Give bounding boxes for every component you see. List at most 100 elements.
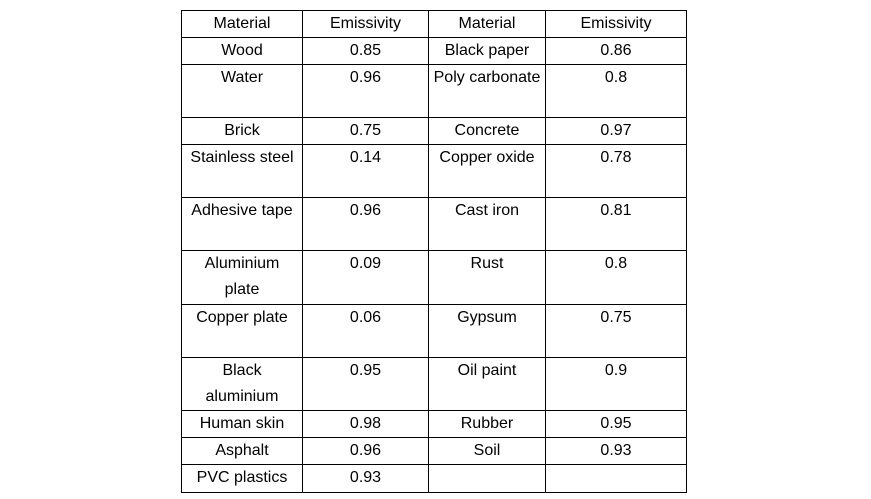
material-cell: Water [181, 64, 303, 118]
cell-text: 0.96 [349, 202, 382, 219]
header-material-right: Material [428, 10, 546, 38]
table-body: Wood 0.85 Black paper 0.86 Water 0.96 Poly car… [181, 37, 687, 493]
emissivity-cell: 0.96 [302, 437, 429, 465]
emissivity-table: Material Emissivity Material Emissivity … [181, 10, 687, 493]
emissivity-cell: 0.81 [545, 197, 687, 251]
header-label: Material [213, 15, 271, 32]
header-label: Emissivity [580, 15, 652, 32]
table-header: Material Emissivity Material Emissivity [181, 10, 687, 38]
table-row: Stainless steel 0.14 Copper oxide 0.78 [181, 144, 687, 198]
header-material-left: Material [181, 10, 303, 38]
cell-text: PVC plastics [196, 469, 288, 486]
cell-text: Oil paint [457, 362, 517, 379]
emissivity-cell: 0.93 [302, 464, 429, 493]
emissivity-cell: 0.09 [302, 250, 429, 305]
cell-text: Copper plate [196, 309, 288, 326]
cell-text: 0.93 [349, 469, 382, 486]
cell-text: Copper oxide [439, 149, 535, 166]
material-cell: Cast iron [428, 197, 546, 251]
table-row: Adhesive tape 0.96 Cast iron 0.81 [181, 197, 687, 251]
emissivity-cell: 0.14 [302, 144, 429, 198]
cell-text: Stainless steel [190, 149, 294, 166]
cell-text: Soil [473, 442, 501, 459]
cell-text: 0.86 [600, 42, 632, 59]
emissivity-cell: 0.95 [545, 410, 687, 438]
table-row: Water 0.96 Poly carbonate 0.8 [181, 64, 687, 118]
cell-text: 0.9 [604, 362, 628, 379]
material-cell: Brick [181, 117, 303, 145]
material-cell: Wood [181, 37, 303, 65]
material-cell: Gypsum [428, 304, 546, 358]
table-row: Aluminium plate 0.09 Rust 0.8 [181, 250, 687, 305]
emissivity-cell: 0.96 [302, 197, 429, 251]
material-cell: Rubber [428, 410, 546, 438]
emissivity-cell: 0.75 [545, 304, 687, 358]
cell-text: 0.93 [600, 442, 632, 459]
material-cell: Adhesive tape [181, 197, 303, 251]
cell-text: Poly carbonate [433, 69, 541, 86]
cell-text: 0.14 [349, 149, 382, 166]
emissivity-cell: 0.85 [302, 37, 429, 65]
emissivity-cell: 0.8 [545, 250, 687, 305]
cell-text: Black paper [444, 42, 530, 59]
cell-text: Cast iron [454, 202, 520, 219]
cell-text: 0.96 [349, 442, 382, 459]
cell-text: Wood [221, 42, 263, 59]
material-cell: Oil paint [428, 357, 546, 411]
emissivity-cell: 0.95 [302, 357, 429, 411]
cell-text: 0.85 [349, 42, 382, 59]
material-cell: Black aluminium [181, 357, 303, 411]
table-row: Brick 0.75 Concrete 0.97 [181, 117, 687, 145]
cell-text: Concrete [454, 122, 520, 139]
cell-text: 0.95 [600, 415, 632, 432]
table-row: Asphalt 0.96 Soil 0.93 [181, 437, 687, 465]
material-cell: Stainless steel [181, 144, 303, 198]
material-cell: Human skin [181, 410, 303, 438]
table-row: Human skin 0.98 Rubber 0.95 [181, 410, 687, 438]
material-cell: Aluminium plate [181, 250, 303, 305]
cell-text: 0.96 [349, 69, 382, 86]
material-cell: Soil [428, 437, 546, 465]
material-cell: Copper plate [181, 304, 303, 358]
cell-text: Gypsum [457, 309, 517, 326]
table-row: Copper plate 0.06 Gypsum 0.75 [181, 304, 687, 358]
header-emissivity-right: Emissivity [545, 10, 687, 38]
cell-text: 0.81 [600, 202, 632, 219]
material-cell: Concrete [428, 117, 546, 145]
material-cell: PVC plastics [181, 464, 303, 493]
emissivity-cell: 0.93 [545, 437, 687, 465]
cell-text: 0.75 [600, 309, 632, 326]
cell-text: 0.8 [604, 69, 628, 86]
material-cell: Rust [428, 250, 546, 305]
material-cell: Asphalt [181, 437, 303, 465]
cell-text: 0.75 [349, 122, 382, 139]
cell-text: 0.98 [349, 415, 382, 432]
table-row: PVC plastics 0.93 [181, 464, 687, 493]
cell-text: Asphalt [215, 442, 269, 459]
cell-text: Aluminium plate [204, 255, 280, 298]
cell-text: Water [220, 69, 264, 86]
emissivity-cell [545, 464, 687, 493]
emissivity-cell: 0.75 [302, 117, 429, 145]
emissivity-cell: 0.86 [545, 37, 687, 65]
table-row: Wood 0.85 Black paper 0.86 [181, 37, 687, 65]
emissivity-cell: 0.8 [545, 64, 687, 118]
cell-text: Human skin [199, 415, 285, 432]
emissivity-cell: 0.98 [302, 410, 429, 438]
cell-text: Rust [470, 255, 504, 272]
cell-text: 0.8 [604, 255, 628, 272]
table-row: Black aluminium 0.95 Oil paint 0.9 [181, 357, 687, 411]
emissivity-cell: 0.97 [545, 117, 687, 145]
cell-text: 0.09 [349, 255, 382, 272]
cell-text: Brick [224, 122, 260, 139]
emissivity-cell: 0.96 [302, 64, 429, 118]
material-cell: Copper oxide [428, 144, 546, 198]
cell-text: Black aluminium [205, 362, 279, 405]
cell-text: 0.06 [349, 309, 382, 326]
material-cell [428, 464, 546, 493]
cell-text: Rubber [460, 415, 514, 432]
emissivity-cell: 0.9 [545, 357, 687, 411]
cell-text: 0.97 [600, 122, 632, 139]
header-emissivity-left: Emissivity [302, 10, 429, 38]
material-cell: Poly carbonate [428, 64, 546, 118]
